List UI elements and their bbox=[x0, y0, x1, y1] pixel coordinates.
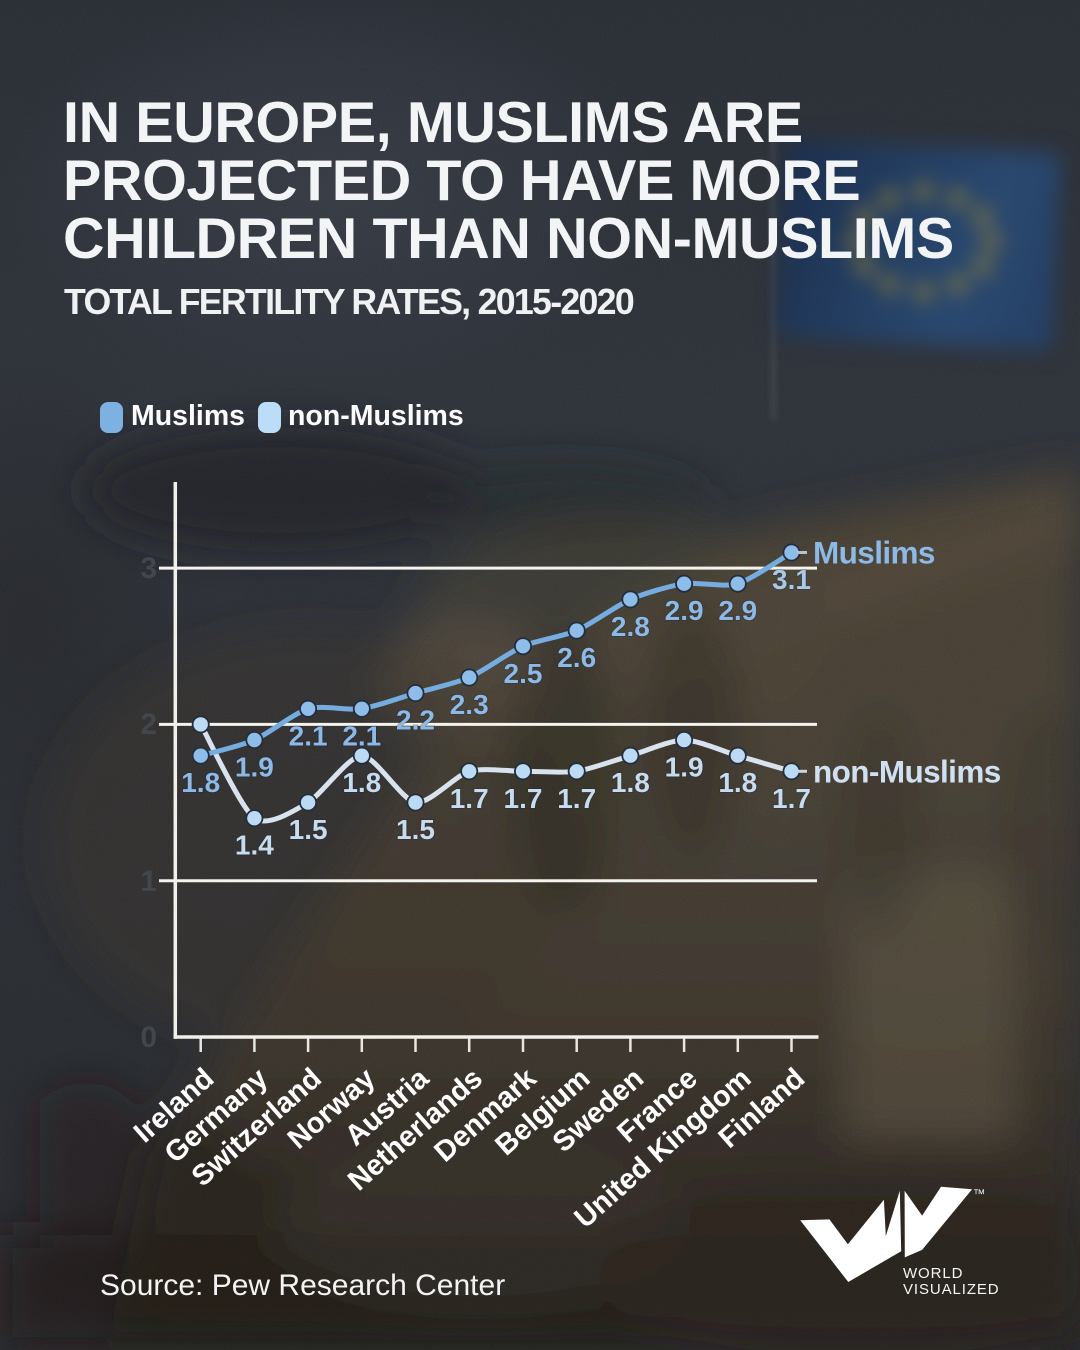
svg-text:1.7: 1.7 bbox=[504, 783, 543, 814]
svg-text:2.6: 2.6 bbox=[557, 642, 596, 673]
svg-text:3: 3 bbox=[140, 552, 157, 585]
svg-text:2.1: 2.1 bbox=[342, 720, 381, 751]
svg-text:2.1: 2.1 bbox=[289, 720, 328, 751]
svg-text:1.8: 1.8 bbox=[342, 767, 381, 798]
svg-text:1.8: 1.8 bbox=[718, 767, 757, 798]
svg-text:1.8: 1.8 bbox=[611, 767, 650, 798]
svg-text:non-Muslims: non-Muslims bbox=[813, 754, 1001, 790]
svg-text:1.9: 1.9 bbox=[235, 752, 274, 783]
svg-text:2.5: 2.5 bbox=[504, 658, 543, 689]
svg-text:1.5: 1.5 bbox=[396, 814, 435, 845]
svg-text:1: 1 bbox=[140, 865, 157, 898]
svg-text:1.9: 1.9 bbox=[665, 752, 704, 783]
svg-text:0: 0 bbox=[140, 1021, 157, 1054]
svg-text:1.7: 1.7 bbox=[557, 783, 596, 814]
svg-text:1.8: 1.8 bbox=[181, 767, 220, 798]
svg-text:1.7: 1.7 bbox=[772, 783, 811, 814]
svg-text:2.2: 2.2 bbox=[396, 705, 435, 736]
svg-text:2.8: 2.8 bbox=[611, 611, 650, 642]
svg-text:1.4: 1.4 bbox=[235, 830, 274, 861]
svg-text:3.1: 3.1 bbox=[772, 564, 811, 595]
svg-text:2.9: 2.9 bbox=[665, 595, 704, 626]
svg-text:1.7: 1.7 bbox=[450, 783, 489, 814]
svg-text:2.3: 2.3 bbox=[450, 689, 489, 720]
svg-text:Muslims: Muslims bbox=[813, 535, 935, 571]
svg-text:™: ™ bbox=[973, 1187, 986, 1201]
svg-text:1.5: 1.5 bbox=[289, 814, 328, 845]
svg-text:2: 2 bbox=[140, 708, 157, 741]
svg-text:2.9: 2.9 bbox=[718, 595, 757, 626]
